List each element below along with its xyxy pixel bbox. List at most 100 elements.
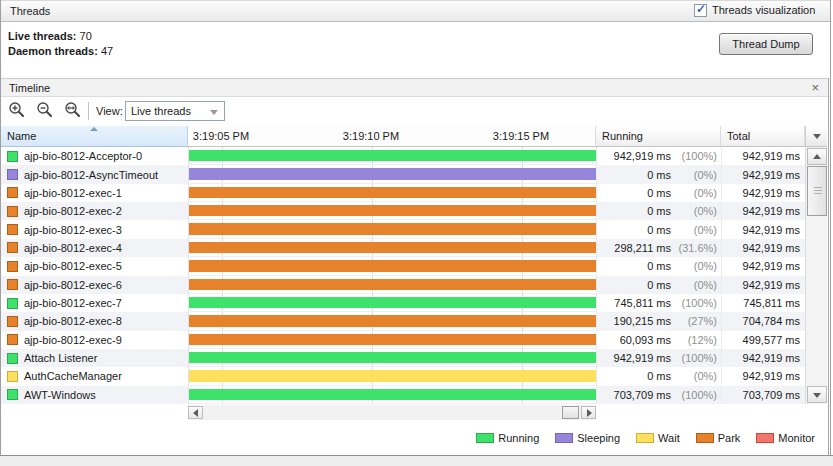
thread-row[interactable]: ajp-bio-8012-exec-9 60,093 ms(12%) 499,577…: [1, 331, 805, 349]
thread-row[interactable]: ajp-bio-8012-exec-6 0 ms(0%)942,919 ms: [1, 276, 805, 294]
thread-state-icon: [7, 206, 18, 217]
scroll-right-button[interactable]: [581, 406, 596, 419]
thread-timeline-cell: [188, 202, 596, 220]
thread-dump-button[interactable]: Thread Dump: [719, 33, 813, 55]
total-ms-value: 942,919 ms: [743, 205, 800, 217]
scroll-down-button[interactable]: [807, 386, 827, 403]
total-time-cell: 704,784 ms: [721, 312, 805, 330]
total-ms-value: 942,919 ms: [743, 352, 800, 364]
column-header-name[interactable]: Name: [1, 126, 188, 147]
thread-state-bar: [189, 150, 596, 161]
running-time-cell: 0 ms(0%): [596, 367, 721, 385]
thread-row[interactable]: ajp-bio-8012-exec-50 ms(0%)942,919 ms: [1, 257, 805, 275]
total-time-cell: 942,919 ms: [721, 184, 805, 202]
thread-timeline-cell: [188, 386, 596, 404]
running-time-cell: 0 ms(0%): [596, 220, 721, 238]
legend-item: Running: [476, 432, 539, 444]
threads-view: Threads Threads visualization Live threa…: [0, 0, 833, 466]
page-title: Threads: [10, 5, 50, 17]
thread-state-bar: [189, 205, 596, 216]
running-ms-value: 942,919 ms: [614, 352, 671, 364]
thread-row[interactable]: ajp-bio-8012-Acceptor-0942,919 ms(100%)9…: [1, 147, 805, 165]
scroll-left-button[interactable]: [188, 406, 203, 419]
column-header-timeline[interactable]: 3:19:05 PM3:19:10 PM3:19:15 PM: [188, 126, 596, 147]
legend-item: Park: [696, 432, 741, 444]
thread-name-label: AuthCacheManager: [24, 370, 122, 382]
thread-row[interactable]: ajp-bio-8012-exec-1 0 ms(0%)942,919 ms: [1, 184, 805, 202]
thread-name-cell: ajp-bio-8012-exec-8: [1, 312, 188, 330]
thread-name-cell: ajp-bio-8012-exec-6: [1, 276, 188, 294]
thread-name-cell: ajp-bio-8012-exec-7: [1, 294, 188, 312]
view-select[interactable]: Live threads: [125, 101, 225, 121]
running-percent-value: (0%): [671, 279, 721, 291]
thread-name-cell: ajp-bio-8012-AsyncTimeout: [1, 165, 188, 183]
thread-state-icon: [7, 242, 18, 253]
view-label: View:: [96, 105, 123, 117]
threads-visualization-label[interactable]: Threads visualization: [712, 4, 815, 16]
vertical-scrollbar[interactable]: [805, 147, 827, 404]
thread-row[interactable]: ajp-bio-8012-AsyncTimeout0 ms(0%)942,919…: [1, 165, 805, 183]
thread-state-bar: [189, 389, 596, 400]
running-time-cell: 0 ms(0%): [596, 202, 721, 220]
chevron-down-icon: [210, 110, 218, 115]
thread-row[interactable]: AuthCacheManager 0 ms(0%) 942,919 ms: [1, 367, 805, 385]
thread-row[interactable]: ajp-bio-8012-exec-8190,215 ms(27%)704,78…: [1, 312, 805, 330]
zoom-fit-icon[interactable]: [64, 101, 82, 119]
running-time-cell: 745,811 ms(100%): [596, 294, 721, 312]
total-time-cell: 942,919 ms: [721, 276, 805, 294]
thread-name-cell: AuthCacheManager: [1, 367, 188, 385]
running-time-cell: 60,093 ms(12%): [596, 331, 721, 349]
running-time-cell: 0 ms(0%): [596, 184, 721, 202]
horizontal-scrollbar[interactable]: [188, 405, 596, 420]
scroll-up-button[interactable]: [807, 148, 827, 165]
thread-row[interactable]: ajp-bio-8012-exec-3 0 ms(0%)942,919 ms: [1, 220, 805, 238]
running-percent-value: (12%): [671, 334, 721, 346]
live-threads-label: Live threads:: [8, 30, 76, 42]
running-time-cell: 0 ms(0%): [596, 276, 721, 294]
legend-label: Park: [718, 432, 741, 444]
thread-timeline-cell: [188, 257, 596, 275]
thread-state-icon: [7, 224, 18, 235]
thread-state-bar: [189, 352, 596, 363]
thread-row[interactable]: Attach Listener942,919 ms(100%)942,919 m…: [1, 349, 805, 367]
running-ms-value: 745,811 ms: [614, 297, 671, 309]
total-ms-value: 499,577 ms: [743, 334, 800, 346]
threads-visualization-checkbox[interactable]: [694, 4, 707, 17]
close-icon[interactable]: ×: [811, 80, 819, 95]
park-legend-swatch-icon: [696, 433, 714, 443]
total-time-cell: 942,919 ms: [721, 147, 805, 165]
thread-name-cell: ajp-bio-8012-exec-3: [1, 220, 188, 238]
vertical-scrollbar-thumb[interactable]: [807, 166, 827, 216]
running-percent-value: (100%): [671, 389, 721, 401]
horizontal-scrollbar-thumb[interactable]: [562, 406, 579, 419]
zoom-in-icon[interactable]: [8, 101, 26, 119]
running-percent-value: (100%): [671, 352, 721, 364]
total-time-cell: 942,919 ms: [721, 202, 805, 220]
thread-name-label: AWT-Windows: [24, 389, 96, 401]
total-ms-value: 942,919 ms: [743, 370, 800, 382]
legend-item: Wait: [636, 432, 680, 444]
zoom-out-icon[interactable]: [36, 101, 54, 119]
column-header-running[interactable]: Running: [596, 126, 721, 147]
column-chooser-button[interactable]: [805, 126, 827, 147]
total-time-cell: 499,577 ms: [721, 331, 805, 349]
thread-row[interactable]: AWT-Windows703,709 ms(100%)703,709 ms: [1, 386, 805, 404]
thread-timeline-cell: [188, 367, 596, 385]
thread-row[interactable]: ajp-bio-8012-exec-2 0 ms(0%) 942,919 ms: [1, 202, 805, 220]
total-time-cell: 942,919 ms: [721, 220, 805, 238]
toolbar-separator: [88, 102, 89, 120]
running-percent-value: (100%): [671, 150, 721, 162]
running-ms-value: 0 ms: [647, 224, 671, 236]
state-legend: RunningSleepingWaitParkMonitor: [1, 429, 815, 447]
thread-row[interactable]: ajp-bio-8012-exec-4298,211 ms(31.6%)942,…: [1, 239, 805, 257]
view-select-value: Live threads: [131, 105, 191, 117]
running-ms-value: 0 ms: [647, 279, 671, 291]
thread-name-label: ajp-bio-8012-exec-2: [24, 205, 122, 217]
thread-timeline-cell: [188, 147, 596, 165]
thread-row[interactable]: ajp-bio-8012-exec-7 745,811 ms(100%)745,8…: [1, 294, 805, 312]
thread-name-label: ajp-bio-8012-exec-9: [24, 334, 122, 346]
thread-state-bar: [189, 370, 596, 381]
thread-name-cell: ajp-bio-8012-exec-4: [1, 239, 188, 257]
column-header-total[interactable]: Total: [721, 126, 805, 147]
thread-name-cell: ajp-bio-8012-exec-1: [1, 184, 188, 202]
